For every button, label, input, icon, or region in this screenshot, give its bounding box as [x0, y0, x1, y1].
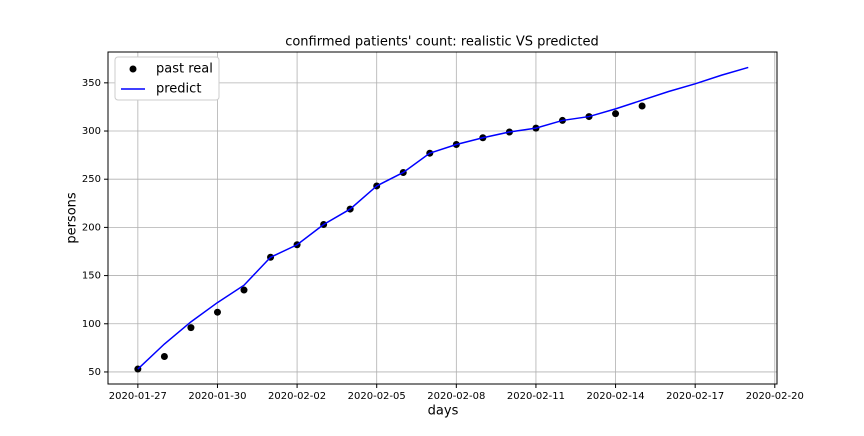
y-tick-label: 300 [82, 126, 101, 137]
legend-label: predict [156, 82, 201, 97]
y-tick-label: 50 [88, 367, 101, 378]
point [638, 102, 646, 110]
plot-frame [107, 51, 778, 385]
y-tick-label: 100 [82, 319, 101, 330]
point [160, 353, 168, 361]
x-tick-label: 2020-02-02 [268, 391, 326, 402]
line [137, 66, 749, 370]
legend-swatch [129, 65, 137, 73]
x-axis-label: days [428, 404, 459, 419]
y-tick-label: 350 [82, 78, 101, 89]
y-tick-label: 150 [82, 271, 101, 282]
y-tick-label: 250 [82, 174, 101, 185]
x-tick-label: 2020-01-27 [109, 391, 167, 402]
point [240, 286, 248, 294]
x-tick-label: 2020-02-11 [507, 391, 565, 402]
x-tick-label: 2020-02-14 [586, 391, 644, 402]
x-tick-label: 2020-02-17 [666, 391, 724, 402]
x-tick-label: 2020-02-08 [427, 391, 485, 402]
point [213, 308, 221, 316]
y-axis-label: persons [65, 192, 80, 244]
x-tick-label: 2020-02-20 [746, 391, 804, 402]
point [187, 324, 195, 332]
y-tick-label: 200 [82, 222, 101, 233]
chart-title: confirmed patients' count: realistic VS … [285, 35, 599, 50]
x-tick-label: 2020-02-05 [348, 391, 406, 402]
x-tick-label: 2020-01-30 [188, 391, 246, 402]
legend-label: past real [156, 62, 213, 77]
point [612, 110, 620, 118]
